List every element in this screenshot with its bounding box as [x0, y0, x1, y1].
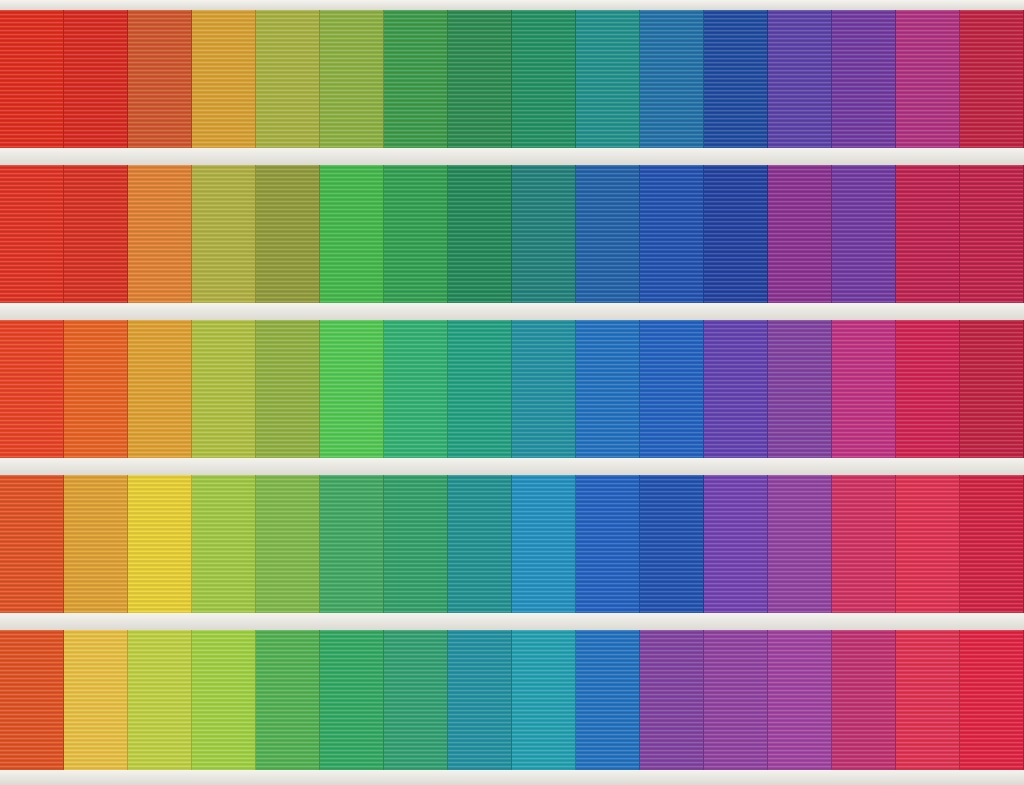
blind-panel: [640, 10, 704, 148]
blind-panel: [64, 630, 128, 770]
blind-panel: [640, 630, 704, 770]
blind-panel: [192, 10, 256, 148]
blind-panel: [832, 10, 896, 148]
blind-panel: [704, 10, 768, 148]
blind-panel: [832, 630, 896, 770]
blind-panel: [768, 10, 832, 148]
blind-panel: [0, 10, 64, 148]
blind-panel: [64, 165, 128, 303]
floor-band: [0, 0, 1024, 10]
blind-panel: [128, 165, 192, 303]
blind-panel: [640, 320, 704, 458]
blind-panel: [384, 475, 448, 613]
blind-panel: [448, 10, 512, 148]
blind-panel: [128, 475, 192, 613]
blind-panel: [832, 165, 896, 303]
blind-panel: [128, 10, 192, 148]
blind-panel: [0, 630, 64, 770]
blind-panel: [832, 320, 896, 458]
blind-panel: [320, 630, 384, 770]
blind-panel: [576, 10, 640, 148]
blind-panel: [896, 165, 960, 303]
blind-panel: [64, 475, 128, 613]
floor-band: [0, 458, 1024, 475]
blind-panel: [576, 165, 640, 303]
blind-panel: [512, 475, 576, 613]
blind-panel: [960, 165, 1024, 303]
blind-panel: [0, 165, 64, 303]
blind-panel: [256, 475, 320, 613]
blind-panel: [192, 630, 256, 770]
blind-panel: [320, 475, 384, 613]
blind-panel: [960, 475, 1024, 613]
blind-panel: [640, 165, 704, 303]
blind-panel: [128, 320, 192, 458]
blind-panel: [64, 10, 128, 148]
blind-panel: [256, 320, 320, 458]
blind-panel: [576, 475, 640, 613]
blind-panel: [256, 10, 320, 148]
blind-panel: [256, 165, 320, 303]
blind-panel: [256, 630, 320, 770]
blind-panel: [576, 320, 640, 458]
floor-band: [0, 303, 1024, 320]
floor-band: [0, 613, 1024, 630]
blind-panel: [320, 10, 384, 148]
blind-panel: [384, 630, 448, 770]
blind-panel: [896, 10, 960, 148]
blind-panel: [768, 165, 832, 303]
blind-panel: [320, 165, 384, 303]
blind-panel: [448, 630, 512, 770]
blind-panel: [448, 320, 512, 458]
blind-panel: [512, 165, 576, 303]
blind-panel: [512, 630, 576, 770]
blind-panel: [384, 10, 448, 148]
blind-panel: [0, 320, 64, 458]
blind-panel: [896, 475, 960, 613]
blind-panel: [64, 320, 128, 458]
blind-panel: [0, 475, 64, 613]
blind-panel: [512, 320, 576, 458]
blind-panel: [704, 165, 768, 303]
blind-panel: [768, 320, 832, 458]
blind-panel: [704, 320, 768, 458]
blind-panel: [896, 320, 960, 458]
blind-panel: [320, 320, 384, 458]
blind-panel: [640, 475, 704, 613]
blind-panel: [192, 320, 256, 458]
blind-panel: [960, 630, 1024, 770]
blind-panel: [448, 475, 512, 613]
floor-band: [0, 770, 1024, 785]
blind-panel: [960, 320, 1024, 458]
blind-panel: [448, 165, 512, 303]
blind-panel: [512, 10, 576, 148]
blind-panel: [576, 630, 640, 770]
blind-panel: [384, 165, 448, 303]
blind-panel: [896, 630, 960, 770]
blind-panel: [832, 475, 896, 613]
blind-panel: [704, 630, 768, 770]
blind-panel: [704, 475, 768, 613]
blind-panel: [384, 320, 448, 458]
blind-panel: [128, 630, 192, 770]
blind-panel: [960, 10, 1024, 148]
blind-panel: [768, 475, 832, 613]
floor-band: [0, 148, 1024, 165]
blind-panel: [768, 630, 832, 770]
blind-panel: [192, 475, 256, 613]
blind-panel: [192, 165, 256, 303]
